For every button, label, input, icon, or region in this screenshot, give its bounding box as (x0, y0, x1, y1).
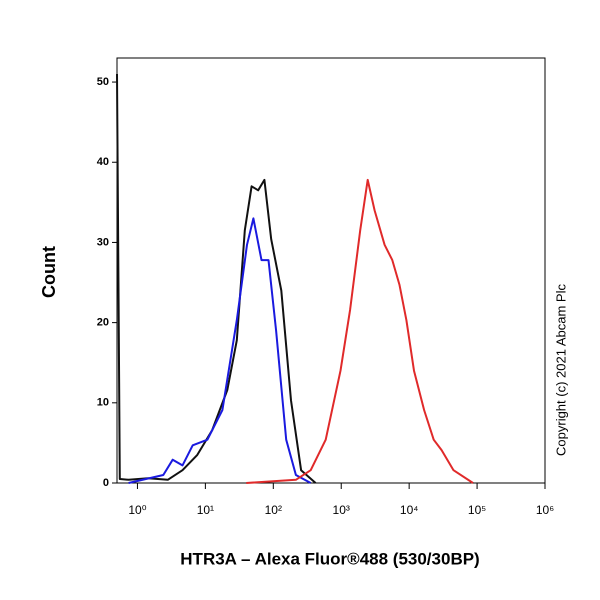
x-tick-label: 10⁰ (128, 503, 146, 517)
x-axis-label: HTR3A – Alexa Fluor®488 (530/30BP) (180, 549, 479, 568)
x-tick-label: 10² (265, 503, 282, 517)
x-tick-label: 10¹ (197, 503, 214, 517)
y-tick-label: 40 (97, 156, 109, 168)
x-tick-label: 10⁶ (536, 503, 554, 517)
x-tick-label: 10⁵ (468, 503, 486, 517)
histogram-line (128, 217, 312, 484)
histogram-line (246, 178, 474, 484)
plot-frame (116, 57, 546, 484)
y-tick-label: 50 (97, 76, 109, 88)
copyright: Copyright (c) 2021 Abcam Plc (553, 284, 568, 456)
y-tick-label: 20 (97, 317, 109, 329)
y-tick-label: 10 (97, 397, 109, 409)
y-tick-label: 30 (97, 236, 109, 248)
x-tick-label: 10⁴ (400, 503, 419, 517)
x-tick-label: 10³ (333, 503, 350, 517)
y-axis-label: Count (39, 246, 59, 298)
y-tick-label: 0 (103, 477, 109, 489)
